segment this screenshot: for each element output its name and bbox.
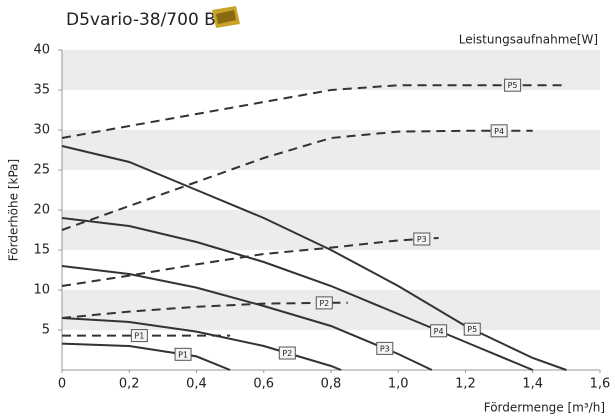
head-curve <box>61 217 534 371</box>
x-tick-label: 1,4 <box>522 377 543 392</box>
curve-label-box <box>430 324 448 338</box>
y-axis-label: Förderhöhe [kPa] <box>7 159 21 261</box>
curve-label-text: P1 <box>134 332 144 341</box>
y-tick-label: 15 <box>33 243 50 258</box>
x-tick-label: 0,6 <box>253 377 274 392</box>
power-curve <box>61 129 533 231</box>
curve-label-box <box>376 341 394 355</box>
x-tick-label: 0,2 <box>119 377 140 392</box>
curve-label: P1 <box>130 329 148 343</box>
x-tick-label: 1,2 <box>455 377 476 392</box>
curve-label-box <box>130 329 148 343</box>
curve-label-box <box>278 346 296 360</box>
x-tick-label: 1,6 <box>590 377 611 392</box>
x-tick-label: 0,8 <box>321 377 342 392</box>
curve-label-text: P4 <box>434 327 444 336</box>
power-axis-label: Leistungsaufnahme[W] <box>459 33 598 47</box>
curve-label: P3 <box>413 232 431 246</box>
x-tick-label: 0,4 <box>186 377 207 392</box>
x-tick-label: 1,0 <box>388 377 409 392</box>
curve-label-text: P1 <box>178 350 188 359</box>
y-tick-label: 10 <box>33 283 50 298</box>
curve-label-text: P4 <box>494 127 504 136</box>
curve-label: P4 <box>490 124 508 138</box>
curve-label-text: P2 <box>282 349 292 358</box>
curve-label-text: P2 <box>319 299 329 308</box>
y-tick-label: 25 <box>33 163 50 178</box>
curve-label: P2 <box>278 346 296 360</box>
head-curve <box>61 145 567 371</box>
curve-label: P4 <box>430 324 448 338</box>
curve-label: P5 <box>504 78 522 92</box>
curve-label-box <box>413 232 431 246</box>
curve-label-text: P5 <box>508 81 518 90</box>
curve-label: P1 <box>174 347 192 361</box>
grid-band <box>62 210 600 250</box>
curve-label-box <box>504 78 522 92</box>
y-tick-label: 35 <box>33 83 50 98</box>
curve-label-text: P3 <box>417 235 427 244</box>
head-curve <box>61 342 231 371</box>
curve-label: P5 <box>463 322 481 336</box>
curve-label: P3 <box>376 341 394 355</box>
x-axis-label: Fördermenge [m³/h] <box>484 401 605 415</box>
head-curve <box>61 265 433 371</box>
power-curve <box>61 237 439 287</box>
curve-label-box <box>315 296 333 310</box>
power-curve <box>61 84 567 139</box>
y-tick-label: 5 <box>42 323 50 338</box>
grid-band <box>62 130 600 170</box>
y-tick-label: 20 <box>33 203 50 218</box>
curve-label-box <box>490 124 508 138</box>
curve-label-box <box>174 347 192 361</box>
curve-label-text: P3 <box>380 344 390 353</box>
chart-title: D5vario-38/700 B <box>66 10 216 30</box>
y-tick-label: 40 <box>33 43 50 58</box>
x-tick-label: 0 <box>58 377 66 392</box>
curve-label-text: P5 <box>467 325 477 334</box>
power-curve <box>61 301 348 319</box>
product-icon <box>212 6 240 28</box>
y-tick-label: 30 <box>33 123 50 138</box>
head-curve <box>61 317 342 371</box>
curve-label: P2 <box>315 296 333 310</box>
curve-label-box <box>463 322 481 336</box>
